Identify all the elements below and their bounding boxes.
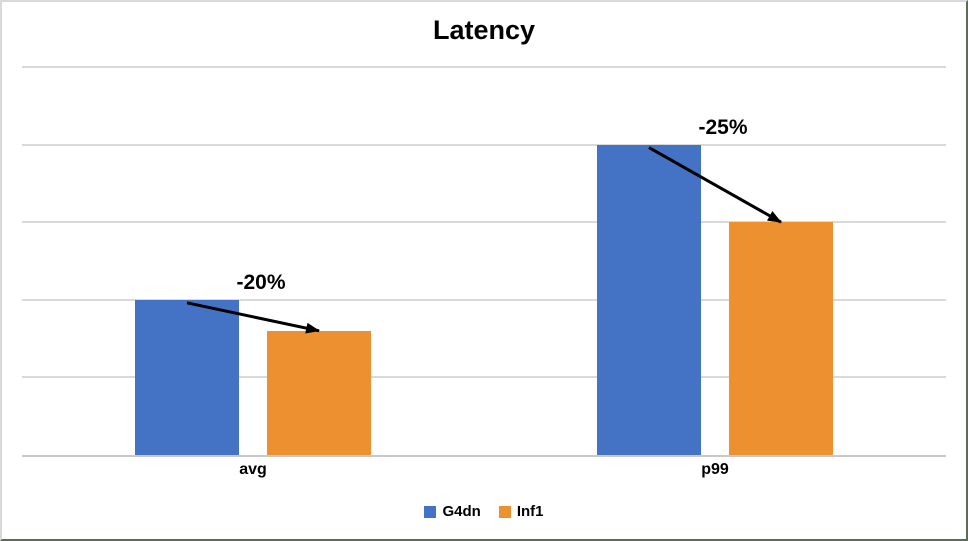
category-label-avg: avg	[239, 461, 267, 478]
legend-item-g4dn: G4dn	[424, 503, 481, 520]
annotation-p99: -25%	[698, 115, 748, 139]
chart-title: Latency	[432, 15, 536, 45]
bar-g4dn-p99	[597, 144, 701, 455]
annotation-avg: -20%	[236, 270, 286, 294]
category-label-p99: p99	[701, 461, 729, 478]
legend: G4dn Inf1	[2, 503, 966, 520]
gridline	[22, 376, 946, 379]
gridline	[22, 298, 946, 301]
legend-label-g4dn: G4dn	[442, 503, 481, 520]
x-axis-line	[22, 455, 946, 457]
gridline	[22, 221, 946, 224]
gridline	[22, 143, 946, 146]
legend-label-inf1: Inf1	[516, 503, 544, 520]
gridline	[22, 66, 946, 68]
legend-swatch-inf1-icon	[498, 505, 511, 518]
bar-g4dn-avg	[135, 299, 239, 455]
bar-inf1-avg	[267, 330, 371, 455]
bar-inf1-p99	[729, 222, 833, 455]
legend-swatch-g4dn-icon	[424, 505, 437, 518]
legend-item-inf1: Inf1	[498, 503, 544, 520]
